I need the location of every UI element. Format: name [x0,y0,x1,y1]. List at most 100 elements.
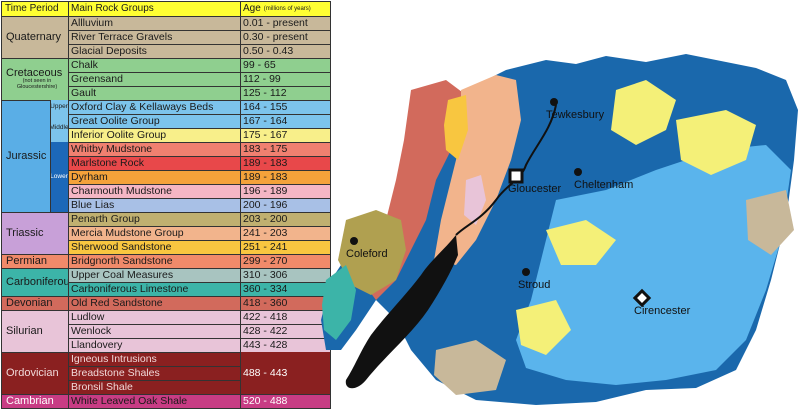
town-label: Tewkesbury [546,109,605,121]
rock-group-name: Dyrham [68,170,240,184]
header-main-rock-groups: Main Rock Groups [68,2,240,16]
row-divider [68,268,330,269]
rock-group-name: Llandovery [68,338,240,352]
column-divider [68,2,69,408]
row-divider [68,352,330,353]
rock-group-name: Gault [68,86,240,100]
rock-group-age: 310 - 306 [240,268,330,282]
rock-group-age: 200 - 196 [240,198,330,212]
row-divider [68,170,330,171]
row-divider [68,366,330,367]
map-inferior-oolite-band [546,220,616,265]
epoch-cell: Lower [50,142,68,212]
rock-group-name: Igneous Intrusions [68,352,240,366]
row-divider [68,380,330,381]
town-label: Cirencester [634,305,691,317]
row-divider [68,338,330,339]
row-divider [68,184,330,185]
rock-group-name: Breadstone Shales [68,366,240,380]
period-divider [2,58,68,59]
town-label: Coleford [346,248,388,260]
time-period-name: Triassic [6,226,44,239]
rock-group-name: Great Oolite Group [68,114,240,128]
time-period-name: Devonian [6,296,53,309]
time-period-cell: Cretaceous (not seen in Gloucestershire) [2,58,68,100]
rock-group-age-merged: 488 - 443 [240,352,330,394]
row-divider [68,324,330,325]
row-divider [68,156,330,157]
row-divider [68,142,330,143]
rock-group-age: 299 - 270 [240,254,330,268]
map-inferior-oolite-band [611,80,676,145]
epoch-cell: Middle [50,114,68,142]
row-divider [68,30,330,31]
row-divider [68,212,330,213]
rock-group-name: River Terrace Gravels [68,30,240,44]
rock-group-name: Glacial Deposits [68,44,240,58]
row-divider [68,254,330,255]
time-period-name: Jurassic [6,149,47,162]
rock-group-age: 99 - 65 [240,58,330,72]
rock-group-name: Bronsil Shale [68,380,240,394]
rock-group-age: 251 - 241 [240,240,330,254]
geology-map: Tewkesbury Gloucester Cheltenham Coleford St… [321,54,798,405]
header-time-period: Time Period [2,2,68,16]
rock-group-age: 241 - 203 [240,226,330,240]
epoch-divider [50,100,51,212]
period-divider [2,352,68,353]
town-marker-dot-icon [574,168,582,176]
rock-group-name: Upper Coal Measures [68,268,240,282]
period-divider [2,310,68,311]
row-divider [68,44,330,45]
rock-group-age: 167 - 164 [240,114,330,128]
time-period-cell: Silurian [2,310,68,352]
header-age-unit: (millions of years) [263,6,311,12]
period-divider [2,296,68,297]
rock-group-name: Old Red Sandstone [68,296,240,310]
map-oolite-plateau [516,145,791,385]
row-divider [68,72,330,73]
rock-group-age: 164 - 155 [240,100,330,114]
row-divider [68,114,330,115]
rock-group-name: Whitby Mudstone [68,142,240,156]
map-sherwood-sandstone [444,95,468,160]
row-divider [68,16,330,17]
map-coal-measures [338,210,406,295]
time-period-note: (not seen in Gloucestershire) [16,77,58,90]
town-marker-diamond-icon [632,288,652,308]
map-carboniferous-limestone [322,265,356,340]
time-period-cell: Devonian [2,296,68,310]
row-divider [68,296,330,297]
time-period-cell: Jurassic [2,100,50,212]
row-divider [68,310,330,311]
rock-group-name: Marlstone Rock [68,156,240,170]
town-marker-square-icon [508,168,524,184]
rock-group-name: Greensand [68,72,240,86]
rock-group-name: Mercia Mudstone Group [68,226,240,240]
rock-group-age: 0.01 - present [240,16,330,30]
rock-group-name: Carboniferous Limestone [68,282,240,296]
period-divider [2,212,68,213]
rock-group-name: Charmouth Mudstone [68,184,240,198]
map-quaternary-deposits [746,190,794,255]
time-period-cell: Triassic [2,212,68,254]
period-divider [2,254,68,255]
rock-group-name: Penarth Group [68,212,240,226]
town-label: Cheltenham [574,179,633,191]
rock-group-age: 360 - 334 [240,282,330,296]
time-period-cell: Permian [2,254,68,268]
row-divider [68,198,330,199]
row-divider [68,394,330,395]
map-inferior-oolite-band [676,110,756,175]
time-period-name: Silurian [6,324,43,337]
rock-group-name: Bridgnorth Sandstone [68,254,240,268]
period-divider [2,16,68,17]
rock-group-age: 428 - 422 [240,324,330,338]
row-divider [68,86,330,87]
header-age: Age (millions of years) [240,2,330,16]
rock-group-name: White Leaved Oak Shale [68,394,240,408]
rock-group-age: 125 - 112 [240,86,330,100]
rock-group-name: Inferior Oolite Group [68,128,240,142]
time-period-cell: Quaternary [2,16,68,58]
time-period-cell: Carboniferous [2,268,68,296]
